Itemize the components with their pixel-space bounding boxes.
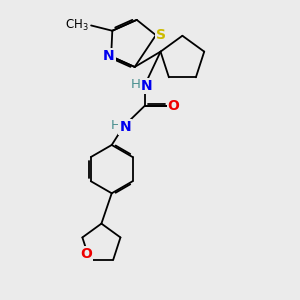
Text: S: S <box>156 28 166 42</box>
Text: N: N <box>119 120 131 134</box>
Text: H: H <box>110 119 120 132</box>
Text: N: N <box>141 79 153 93</box>
Text: N: N <box>103 50 115 63</box>
Text: O: O <box>168 99 179 113</box>
Text: O: O <box>80 247 92 261</box>
Text: H: H <box>130 77 140 91</box>
Text: CH$_3$: CH$_3$ <box>65 18 89 33</box>
